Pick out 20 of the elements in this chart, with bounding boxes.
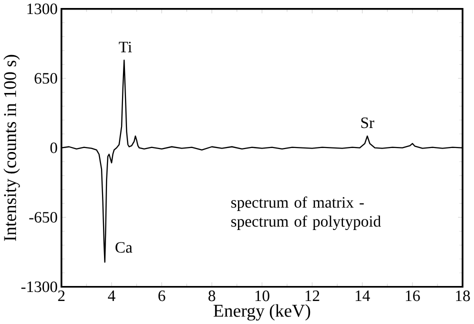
- y-tick-label: -1300: [21, 281, 58, 292]
- y-tick-label: 650: [34, 72, 58, 84]
- x-tick-label: 6: [158, 290, 166, 302]
- x-tick-label: 12: [306, 290, 320, 301]
- y-tick-label: 1300: [27, 3, 58, 14]
- x-tick-label: 10: [255, 290, 270, 302]
- y-axis-title: Intensity (counts in 100 s): [4, 54, 20, 241]
- x-axis-title: Energy (keV): [214, 304, 310, 321]
- y-tick-label: -650: [29, 212, 58, 223]
- x-tick-label: 8: [208, 290, 216, 302]
- y-tick-label: 0: [50, 142, 58, 154]
- x-tick-label: 14: [356, 290, 370, 301]
- annotation: Sr: [361, 117, 374, 128]
- annotation: spectrum of matrix - spectrum of polytypoid: [231, 196, 381, 230]
- x-tick-label: 2: [58, 290, 65, 301]
- x-tick-label: 16: [406, 290, 420, 302]
- annotation: Ca: [116, 242, 132, 253]
- x-tick-label: 18: [456, 290, 470, 302]
- x-tick-label: 4: [108, 290, 116, 301]
- annotation: Ti: [118, 42, 132, 52]
